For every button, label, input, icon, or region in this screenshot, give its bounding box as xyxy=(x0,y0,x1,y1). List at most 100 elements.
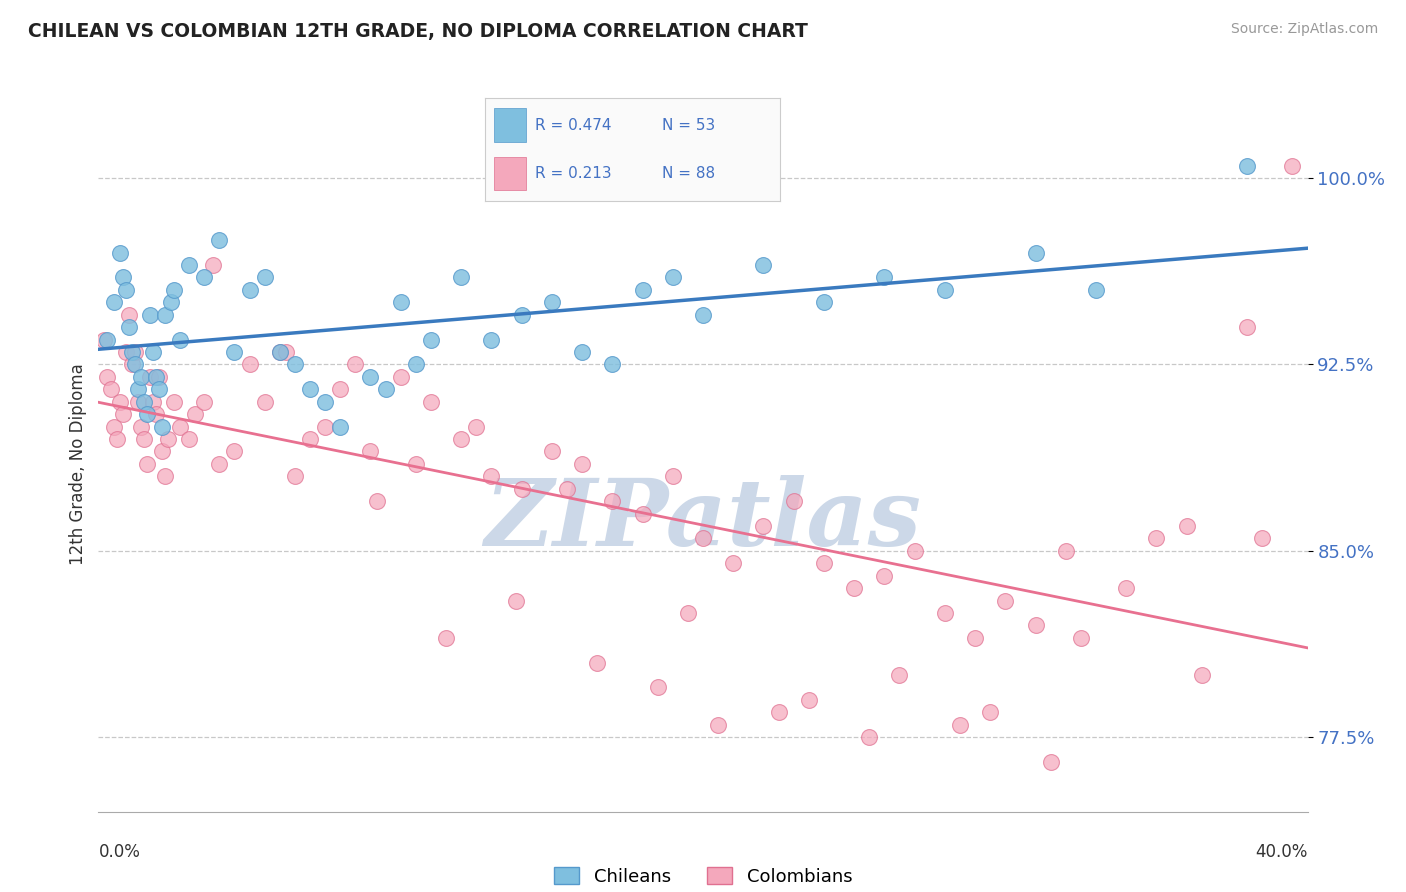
Point xyxy=(602,494,624,508)
Point xyxy=(96,333,118,347)
Point xyxy=(540,295,562,310)
Point xyxy=(1144,532,1167,546)
Point xyxy=(1236,320,1258,334)
Point xyxy=(707,718,730,732)
Point xyxy=(389,370,412,384)
Point xyxy=(148,370,170,384)
Point xyxy=(844,581,866,595)
Point xyxy=(1054,544,1077,558)
Point xyxy=(111,270,134,285)
Point xyxy=(934,606,956,620)
Point xyxy=(208,457,231,471)
Point xyxy=(1039,755,1062,769)
Point xyxy=(1024,245,1046,260)
Point xyxy=(1115,581,1137,595)
Point xyxy=(979,706,1001,720)
Point xyxy=(723,556,745,570)
Point xyxy=(145,370,167,384)
Point xyxy=(163,283,186,297)
Point xyxy=(360,370,382,384)
Point xyxy=(949,718,972,732)
Point xyxy=(768,706,790,720)
Point xyxy=(873,270,896,285)
Point xyxy=(150,419,173,434)
Point xyxy=(555,482,578,496)
Point xyxy=(405,358,427,372)
Point xyxy=(692,532,714,546)
Point xyxy=(224,444,246,458)
Point xyxy=(135,457,157,471)
Text: N = 53: N = 53 xyxy=(662,118,716,133)
Point xyxy=(239,358,262,372)
Point xyxy=(142,345,165,359)
Point xyxy=(284,358,307,372)
Point xyxy=(239,283,262,297)
Point xyxy=(797,693,820,707)
Point xyxy=(202,258,225,272)
Point xyxy=(299,382,322,396)
Point xyxy=(156,432,179,446)
Point xyxy=(269,345,291,359)
Point xyxy=(586,656,609,670)
Point xyxy=(93,333,115,347)
Point xyxy=(1281,159,1303,173)
Point xyxy=(813,295,835,310)
Text: N = 88: N = 88 xyxy=(662,166,716,181)
Point xyxy=(481,333,503,347)
Point xyxy=(150,444,173,458)
Point xyxy=(163,394,186,409)
Point xyxy=(873,568,896,582)
Point xyxy=(127,382,149,396)
Text: ZIPatlas: ZIPatlas xyxy=(485,475,921,565)
Point xyxy=(224,345,246,359)
Point xyxy=(450,432,472,446)
Point xyxy=(208,233,231,247)
Point xyxy=(389,295,412,310)
Point xyxy=(129,419,152,434)
Point xyxy=(676,606,699,620)
Point xyxy=(1070,631,1092,645)
Point xyxy=(344,358,367,372)
Point xyxy=(510,482,533,496)
Point xyxy=(314,394,336,409)
Point xyxy=(366,494,388,508)
Point xyxy=(169,419,191,434)
Point xyxy=(505,593,527,607)
Point xyxy=(752,519,775,533)
Point xyxy=(135,407,157,421)
Point xyxy=(889,668,911,682)
Point xyxy=(132,432,155,446)
Point xyxy=(153,308,176,322)
Point xyxy=(405,457,427,471)
Point xyxy=(661,469,683,483)
FancyBboxPatch shape xyxy=(494,157,526,190)
Text: CHILEAN VS COLOMBIAN 12TH GRADE, NO DIPLOMA CORRELATION CHART: CHILEAN VS COLOMBIAN 12TH GRADE, NO DIPL… xyxy=(28,22,808,41)
Point xyxy=(450,270,472,285)
Point xyxy=(752,258,775,272)
Point xyxy=(904,544,927,558)
Point xyxy=(934,283,956,297)
Point xyxy=(420,394,443,409)
Point xyxy=(510,308,533,322)
Point xyxy=(142,394,165,409)
Point xyxy=(465,419,488,434)
Point xyxy=(105,432,128,446)
Point xyxy=(129,370,152,384)
Point xyxy=(434,631,457,645)
Point xyxy=(127,394,149,409)
Point xyxy=(813,556,835,570)
Point xyxy=(1236,159,1258,173)
Point xyxy=(124,358,146,372)
Point xyxy=(481,469,503,483)
Point xyxy=(631,283,654,297)
Point xyxy=(1251,532,1274,546)
Point xyxy=(692,308,714,322)
Point xyxy=(139,370,162,384)
Point xyxy=(858,730,880,744)
Point xyxy=(121,345,143,359)
Point xyxy=(994,593,1017,607)
Point xyxy=(360,444,382,458)
Point xyxy=(184,407,207,421)
Point xyxy=(118,320,141,334)
Point xyxy=(108,394,131,409)
